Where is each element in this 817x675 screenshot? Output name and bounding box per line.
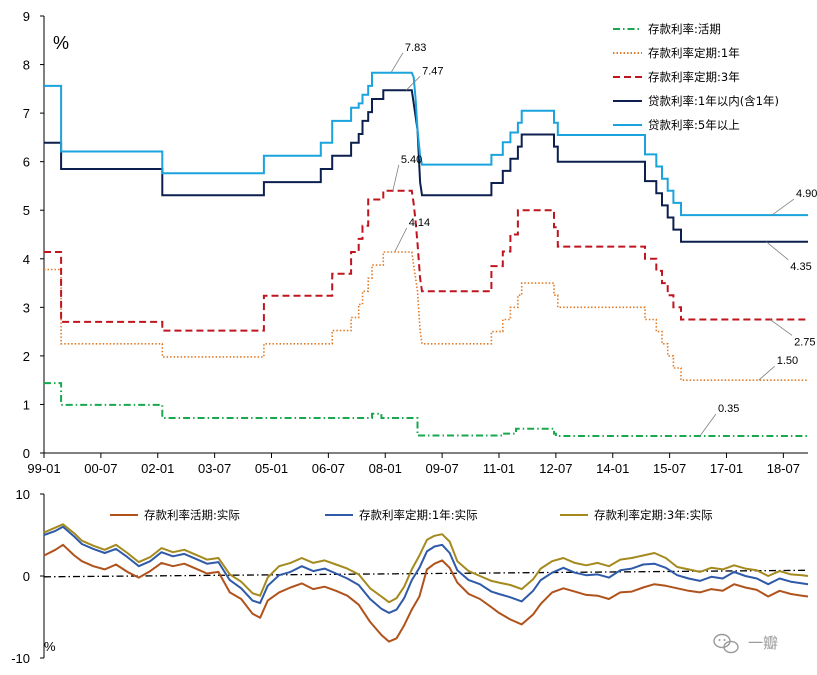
top-y-tick-label: 5 [23,203,30,218]
top-x-ticks: 99-01 00-07 02-01 03-07 05-01 06-07 08-01 09-07… [27,453,800,476]
bottom-y-ticks: -10 0 10 [11,487,44,666]
legend-label: 存款利率定期:1年 [648,46,740,60]
bottom-y-unit: % [44,639,56,654]
top-y-tick-label: 0 [23,446,30,461]
annotation-label: 7.83 [405,42,426,54]
bottom-legend-label: 存款利率定期:1年:实际 [359,508,478,522]
bottom-legend-label: 存款利率活期:实际 [144,508,240,522]
bottom-y-tick-label: -10 [11,651,30,666]
annotation-label: 4.90 [796,188,817,200]
top-y-tick-label: 9 [23,9,30,24]
watermark-text: 一瓣 [748,634,778,652]
top-x-tick-label: 99-01 [27,461,60,476]
top-x-tick-label: 03-07 [198,461,231,476]
top-y-tick-label: 7 [23,106,30,121]
bottom-series-group [43,523,809,643]
annotation-label: 1.50 [777,355,798,367]
top-x-tick-label: 15-07 [653,461,686,476]
top-y-unit: % [53,33,69,53]
bottom-y-tick-label: 0 [23,569,30,584]
annotation-label: 4.14 [409,217,430,229]
annotation-label: 7.47 [422,65,443,77]
top-annotations: 7.83 7.47 5.40 4.14 4.90 4.35 2.75 1.50 0.35 [390,42,817,437]
top-x-tick-label: 06-07 [312,461,345,476]
top-series-group [44,71,808,437]
bottom-series-line-2 [43,525,809,614]
watermark: 一瓣 [713,633,778,654]
top-x-tick-label: 09-07 [425,461,458,476]
top-series-line-1 [44,382,808,437]
top-y-tick-label: 1 [23,397,30,412]
legend-label: 贷款利率:1年以内(含1年) [648,94,779,108]
top-x-tick-label: 11-01 [483,461,515,476]
annotation-leader [390,52,404,74]
top-y-tick-label: 3 [23,300,30,315]
top-series-line-2 [44,251,808,381]
wechat-icon [713,633,739,654]
annotation-label: 5.40 [401,154,422,166]
top-y-tick-label: 6 [23,155,30,170]
annotation-label: 4.35 [790,261,811,273]
legend-label: 存款利率:活期 [648,22,721,36]
top-series-line-5 [44,71,808,217]
top-series-line-4 [44,89,808,243]
top-series-line-3 [44,189,808,332]
bottom-panel: -10 0 10 % 存款利率活期:实际 存款利率定期:1年:实际 存款利率定期:3年:… [11,487,809,666]
annotation-leader [394,227,408,253]
bottom-y-tick-label: 10 [16,487,30,502]
top-y-tick-label: 8 [23,58,30,73]
annotation-leader [699,413,717,437]
legend-label: 存款利率定期:3年 [648,70,740,84]
annotation-leader [758,365,775,381]
annotation-leader [405,76,421,91]
top-x-tick-label: 18-07 [767,461,800,476]
bottom-legend: 存款利率活期:实际 存款利率定期:1年:实际 存款利率定期:3年:实际 [110,508,713,522]
annotation-leader [771,198,795,216]
annotation-label: 0.35 [718,403,739,415]
top-x-tick-label: 05-01 [255,461,288,476]
top-x-tick-label: 12-07 [539,461,572,476]
annotation-leader [766,241,789,261]
top-panel: 0 1 2 3 4 5 6 7 8 9 99-01 00-07 02-01 03-07 05-01 06-0… [23,9,817,476]
top-y-tick-label: 4 [23,252,30,267]
annotation-leader [392,164,400,191]
bottom-series-line-3 [43,523,809,604]
top-x-tick-label: 02-01 [141,461,174,476]
legend-label: 贷款利率:5年以上 [648,118,740,132]
top-y-tick-label: 2 [23,349,30,364]
top-y-ticks: 0 1 2 3 4 5 6 7 8 9 [23,9,44,461]
bottom-series-line-1 [43,543,809,643]
top-x-tick-label: 08-01 [369,461,402,476]
annotation-label: 2.75 [794,336,815,348]
bottom-legend-label: 存款利率定期:3年:实际 [594,508,713,522]
top-x-tick-label: 00-07 [84,461,117,476]
top-x-tick-label: 14-01 [596,461,629,476]
annotation-leader [769,319,793,336]
top-x-tick-label: 17-01 [710,461,743,476]
